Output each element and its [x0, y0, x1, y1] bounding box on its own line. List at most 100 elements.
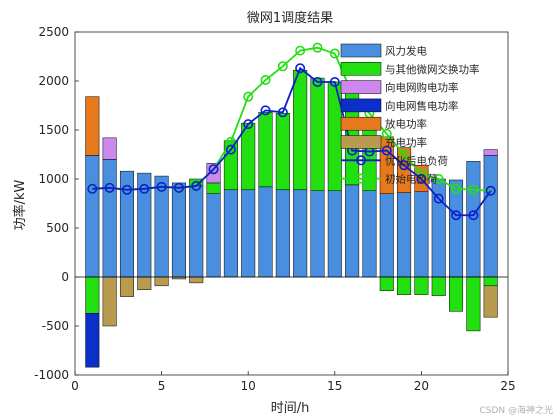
axes-layer: 0 5 10 15 20 25 -1000 -500 0 500 1000 1500 2000 2500 [34, 25, 516, 393]
bar-s1-t23 [466, 276, 481, 332]
bar-s0-t12 [275, 189, 290, 278]
line-point-0-20 [416, 174, 427, 185]
line-point-0-2 [104, 182, 115, 193]
line-point-1-23 [468, 184, 479, 195]
bar-s0-t2 [102, 159, 117, 278]
line-point-1-22 [451, 183, 462, 194]
bar-s1-t18 [379, 276, 394, 291]
y-tick-label-500: 500 [46, 221, 69, 235]
legend-label-2: 向电网购电功率 [385, 81, 459, 94]
bar-s0-t8 [206, 193, 221, 278]
line-point-0-8 [208, 164, 219, 175]
legend-label-0: 风力发电 [385, 45, 427, 58]
line-point-0-14 [312, 76, 323, 87]
y-axis-label: 功率/kW [12, 179, 28, 230]
x-axis-label: 时间/h [271, 401, 310, 416]
bar-s0-t3 [119, 170, 134, 278]
bar-s5-t3 [119, 276, 134, 297]
y-tick-label--1000: -1000 [34, 368, 69, 382]
line-point-0-5 [156, 181, 167, 192]
y-tick-label-0: 0 [61, 270, 69, 284]
bar-s2-t24 [483, 149, 498, 156]
line-point-1-15 [329, 48, 340, 59]
line-point-1-18 [381, 128, 392, 139]
bar-s5-t24 [483, 285, 498, 318]
bar-s5-t5 [154, 276, 169, 287]
bar-s1-t1 [85, 276, 100, 314]
line-point-0-15 [329, 76, 340, 87]
x-tick-label-0: 0 [71, 379, 79, 393]
x-tick-label-25: 25 [500, 379, 515, 393]
legend-swatch-0 [340, 43, 382, 58]
bar-s1-t19 [397, 276, 412, 295]
bar-s1-t21 [431, 276, 446, 296]
line-point-0-22 [451, 210, 462, 221]
bar-s0-t24 [483, 155, 498, 278]
bar-s0-t1 [85, 155, 100, 278]
legend-label-6: 优化后电负荷 [385, 154, 448, 167]
bar-s0-t19 [397, 192, 412, 278]
legend-label-3: 向电网售电功率 [385, 99, 459, 112]
line-point-0-24 [485, 185, 496, 196]
lines-layer [87, 42, 496, 221]
legend-swatch-3 [340, 98, 382, 113]
line-point-0-6 [173, 182, 184, 193]
legend-marker-0 [355, 155, 366, 166]
line-point-1-14 [312, 42, 323, 53]
bar-s0-t20 [414, 191, 429, 278]
line-point-0-10 [243, 119, 254, 130]
line-point-0-7 [191, 180, 202, 191]
line-point-0-9 [225, 144, 236, 155]
legend-marker-1 [355, 173, 366, 184]
bar-s0-t22 [449, 179, 464, 278]
y-tick-label-1000: 1000 [38, 172, 69, 186]
bar-s0-t17 [362, 190, 377, 278]
chart-title: 微网1调度结果 [247, 10, 333, 26]
line-point-1-19 [399, 149, 410, 160]
bar-s1-t24 [483, 276, 498, 287]
legend-swatch-4 [340, 116, 382, 131]
legend-label-7: 初始电负荷 [385, 173, 438, 186]
bar-s1-t20 [414, 276, 429, 295]
x-tick-label-10: 10 [241, 379, 256, 393]
line-point-0-11 [260, 105, 271, 116]
bar-s0-t13 [293, 189, 308, 278]
line-point-1-11 [260, 75, 271, 86]
line-point-0-3 [121, 184, 132, 195]
line-point-0-18 [381, 145, 392, 156]
bar-s5-t7 [189, 276, 204, 284]
bar-s0-t10 [241, 189, 256, 278]
bar-s3-t1 [85, 313, 100, 368]
x-tick-label-5: 5 [158, 379, 166, 393]
legend-swatch-5 [340, 135, 382, 149]
plot-box [74, 31, 509, 376]
bar-s0-t16 [345, 184, 360, 278]
line-point-0-1 [87, 183, 98, 194]
watermark: CSDN @海神之光 [479, 404, 553, 416]
bar-s0-t14 [310, 190, 325, 278]
line-point-1-21 [433, 174, 444, 185]
bar-s1-t14 [310, 77, 325, 192]
y-tick-label-2000: 2000 [38, 74, 69, 88]
line-point-1-10 [243, 91, 254, 102]
line-point-1-12 [277, 61, 288, 72]
line-point-0-12 [277, 107, 288, 118]
bar-s0-t11 [258, 186, 273, 278]
line-point-0-23 [468, 210, 479, 221]
line-point-0-19 [399, 160, 410, 171]
legend-label-4: 放电功率 [385, 118, 427, 131]
legend-swatch-1 [340, 62, 382, 76]
bar-s4-t1 [85, 96, 100, 156]
bar-s1-t10 [241, 122, 256, 191]
bar-s0-t18 [379, 193, 394, 278]
x-tick-label-15: 15 [327, 379, 342, 393]
bar-s1-t8 [206, 182, 221, 194]
line-point-0-21 [433, 193, 444, 204]
bar-s1-t22 [449, 276, 464, 312]
bar-s1-t12 [275, 113, 290, 191]
legend-label-1: 与其他微网交换功率 [385, 63, 480, 76]
bar-s5-t4 [137, 276, 152, 290]
bar-s2-t2 [102, 137, 117, 160]
line-point-0-4 [139, 183, 150, 194]
